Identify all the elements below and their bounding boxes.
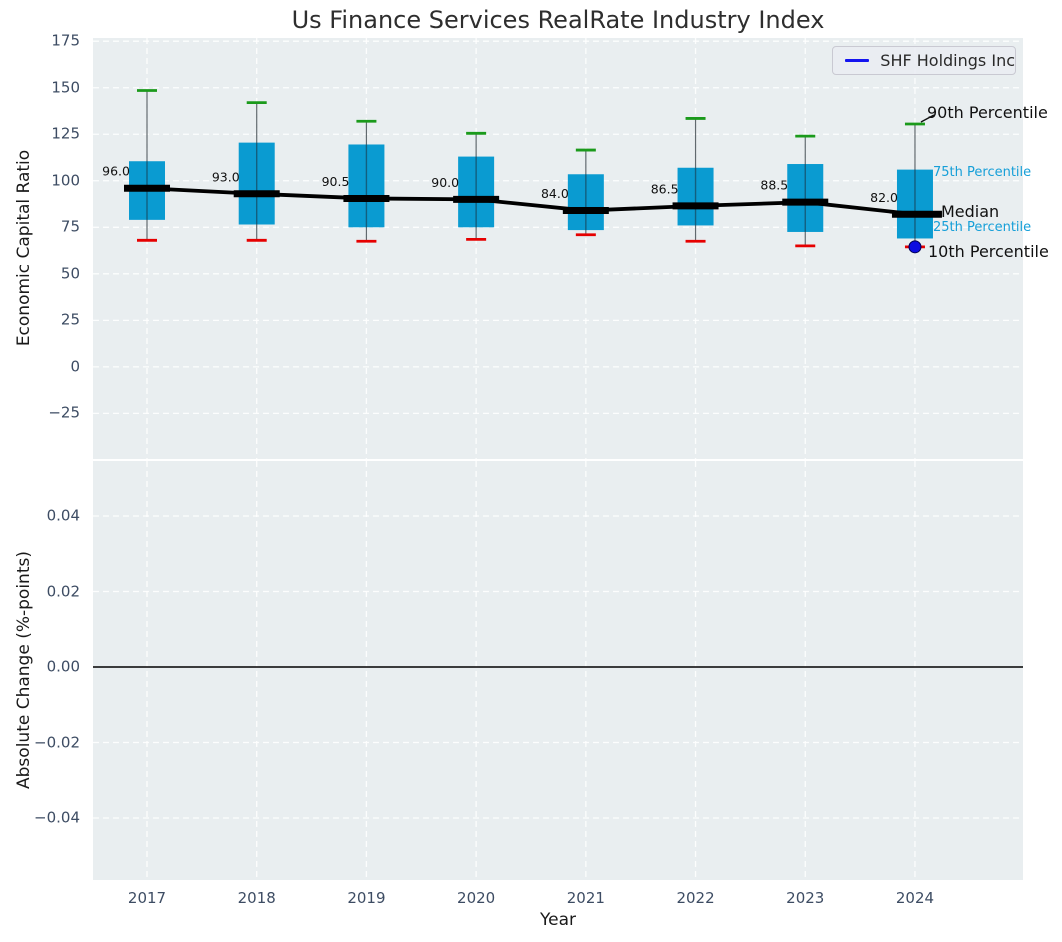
median-value-label: 96.0: [102, 164, 130, 179]
legend-line-sample: [845, 58, 870, 63]
median-value-label: 84.0: [541, 186, 569, 201]
annotation-leader: [920, 114, 935, 123]
year-tick: 2021: [566, 889, 605, 907]
year-tick: 2019: [347, 889, 386, 907]
top-y-tick: 50: [60, 264, 80, 283]
company-data-point: [908, 240, 922, 254]
x-axis-label: Year: [540, 910, 576, 930]
year-tick: 2017: [127, 889, 167, 907]
year-tick: 2022: [676, 889, 715, 907]
year-tick: 2024: [895, 889, 935, 907]
median-value-label: 93.0: [212, 169, 240, 184]
annotation-p25: 25th Percentile: [933, 220, 1032, 236]
bottom-y-tick: 0.00: [46, 657, 80, 676]
top-y-tick: 0: [70, 357, 80, 376]
annotation-p10: 10th Percentile: [928, 242, 1049, 262]
top-y-tick: −25: [48, 403, 80, 422]
chart-title: Us Finance Services RealRate Industry In…: [291, 6, 825, 34]
bottom-y-tick: 0.02: [46, 582, 80, 600]
bottom-y-tick: −0.04: [34, 808, 80, 827]
year-tick: 2018: [237, 889, 276, 907]
top-y-tick: 125: [51, 124, 80, 143]
top-y-tick: 25: [60, 310, 80, 329]
top-y-axis-label: Economic Capital Ratio: [14, 149, 34, 347]
bottom-y-tick: −0.02: [34, 733, 80, 751]
annotation-p90: 90th Percentile: [927, 103, 1048, 123]
top-y-tick: 175: [51, 31, 80, 50]
absolute-change-panel: [93, 461, 1023, 880]
annotation-median: Median: [941, 202, 1000, 222]
bottom-y-tick: 0.04: [46, 506, 80, 525]
top-y-tick: 75: [60, 217, 80, 236]
year-tick: 2020: [457, 889, 496, 907]
annotation-p75: 75th Percentile: [933, 164, 1032, 180]
boxplot-panel: 96.0 93.0 90.5 90.0 84.0 86.5 88.5 82.0: [93, 38, 1023, 459]
median-value-label: 90.5: [322, 174, 350, 189]
median-value-label: 86.5: [651, 181, 679, 196]
median-value-label: 82.0: [870, 190, 898, 205]
legend-series-label: SHF Holdings Inc: [880, 51, 1015, 70]
top-y-tick: 100: [51, 171, 80, 190]
boxplot-canvas: 96.0 93.0 90.5 90.0 84.0 86.5 88.5 82.0: [93, 38, 1023, 459]
median-value-label: 90.0: [431, 175, 459, 190]
bottom-y-axis-label: Absolute Change (%-points): [14, 551, 34, 789]
legend: SHF Holdings Inc: [832, 46, 1016, 75]
year-tick: 2023: [786, 889, 825, 907]
absolute-change-canvas: [93, 461, 1023, 880]
median-value-label: 88.5: [760, 178, 788, 193]
top-y-tick: 150: [51, 78, 80, 97]
